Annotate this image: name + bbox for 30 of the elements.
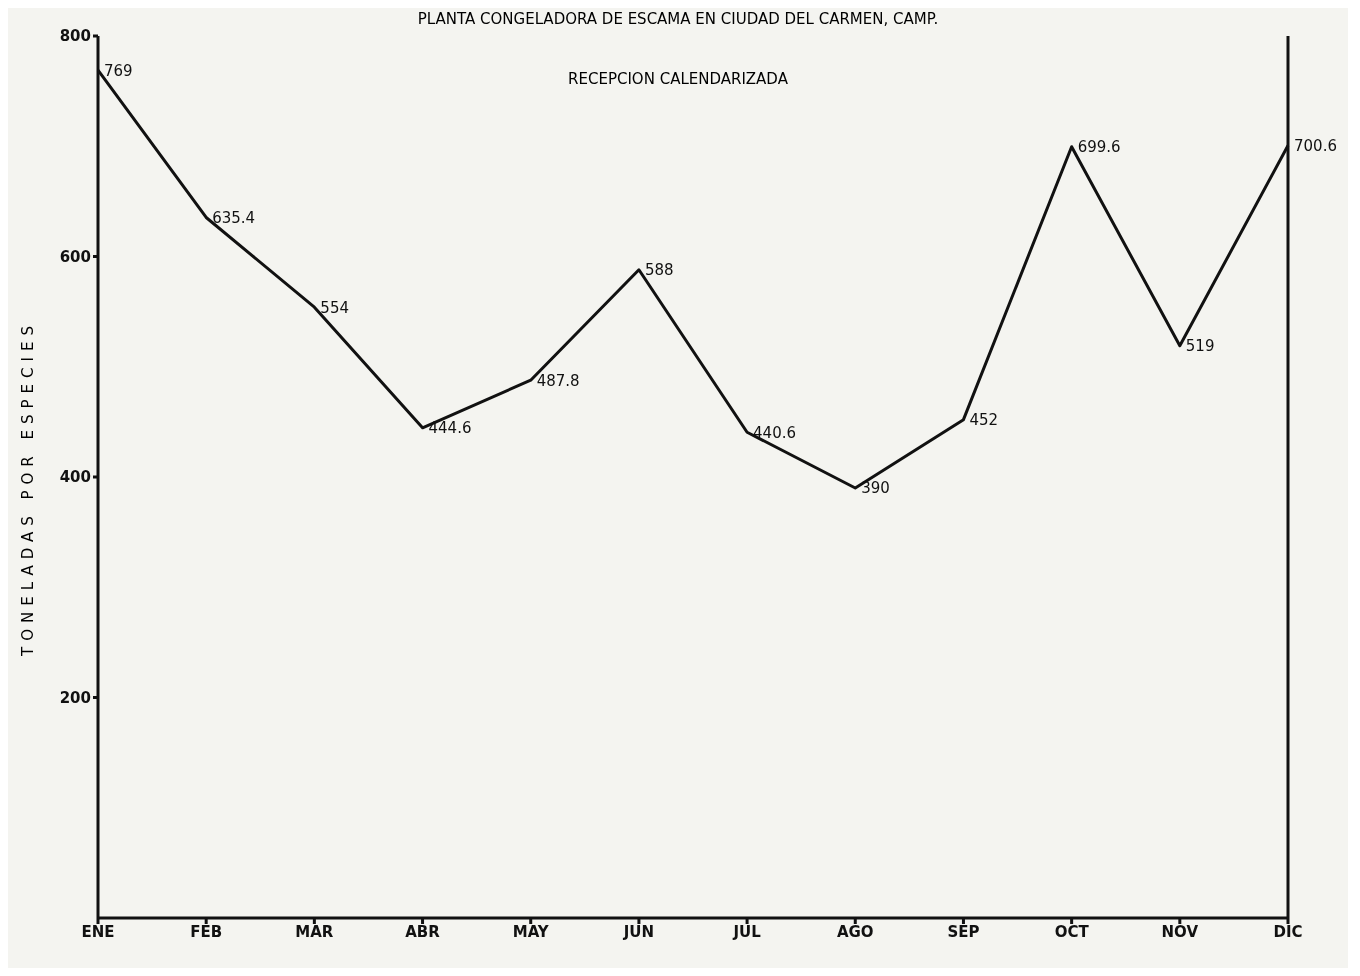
- data-label: 519: [1185, 337, 1215, 356]
- data-label: 452: [969, 411, 999, 429]
- x-tick-label: JUL: [732, 922, 762, 941]
- x-tick-label: MAY: [512, 922, 550, 941]
- data-label: 440.6: [753, 423, 797, 442]
- x-tick-label: FEB: [190, 922, 223, 941]
- y-tick-label: 600: [59, 247, 91, 266]
- data-label: 390: [861, 479, 890, 498]
- data-label: 588: [644, 261, 674, 280]
- y-axis-title: TONELADAS POR ESPECIES: [19, 320, 37, 656]
- y-tick-label: 400: [59, 468, 91, 487]
- x-tick-label: DIC: [1273, 922, 1303, 941]
- data-label: 487.8: [536, 371, 580, 390]
- x-tick-label: ABR: [405, 922, 441, 941]
- x-tick-label: MAR: [295, 922, 334, 941]
- x-tick-label: JUN: [622, 922, 655, 941]
- x-tick-label: NOV: [1161, 922, 1199, 941]
- text: RECEPCION CALENDARIZADA: [568, 70, 788, 88]
- chart-title: PLANTA CONGELADORA DE ESCAMA EN CIUDAD DEL CARMEN, CAMP.: [416, 10, 940, 28]
- data-label: 554: [320, 298, 349, 317]
- y-tick-label: 200: [59, 688, 91, 707]
- data-label: 635.4: [212, 208, 256, 227]
- y-tick-label: 800: [59, 27, 91, 46]
- data-label: 769: [104, 61, 133, 80]
- x-tick-label: AGO: [836, 922, 874, 941]
- x-tick-label: SEP: [947, 922, 980, 941]
- data-label: 700.6: [1294, 136, 1337, 155]
- x-tick-label: ENE: [81, 922, 115, 941]
- x-tick-label: OCT: [1054, 922, 1090, 941]
- data-label: 699.6: [1077, 138, 1121, 157]
